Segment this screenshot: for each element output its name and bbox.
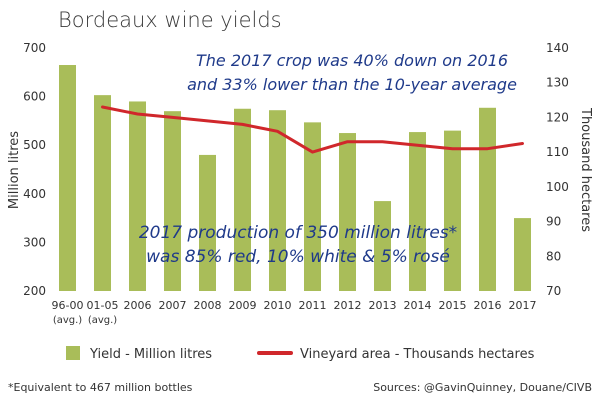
x-tick-sublabel: (avg.) [53, 315, 82, 326]
x-tick-label: 2009 [229, 299, 257, 312]
y-tick-label: 500 [23, 138, 46, 152]
annotation-crop-line2: and 33% lower than the 10-year average [187, 75, 517, 94]
x-tick-sublabel: (avg.) [88, 315, 117, 326]
bar [164, 111, 181, 292]
annotation-production-line1: 2017 production of 350 million litres* [139, 223, 457, 243]
y2-tick-label: 80 [546, 249, 561, 263]
legend-bar-label: Yield - Million litres [89, 347, 212, 362]
y-tick-label: 600 [23, 90, 46, 104]
bar [94, 95, 111, 291]
legend-bar-swatch [66, 346, 80, 360]
legend-line-label: Vineyard area - Thousands hectares [300, 347, 535, 362]
x-tick-label: 2013 [369, 299, 397, 312]
bar [339, 133, 356, 291]
x-axis-ticks: 96-00 (avg.) 01-05 (avg.) 2006 2007 2008 2009 20… [52, 299, 537, 326]
bar [199, 154, 216, 291]
bar-series [59, 65, 531, 292]
y2-tick-label: 100 [546, 180, 569, 194]
x-tick-label: 2006 [124, 299, 152, 312]
bar [514, 218, 531, 291]
y-tick-label: 300 [23, 235, 46, 249]
bar [444, 130, 461, 291]
bar [269, 110, 286, 291]
x-tick-label: 2014 [404, 299, 432, 312]
x-tick-label: 96-00 [52, 299, 84, 312]
x-tick-label: 2008 [194, 299, 222, 312]
y2-tick-label: 140 [546, 41, 569, 55]
x-tick-label: 2016 [474, 299, 502, 312]
y2-tick-label: 130 [546, 76, 569, 90]
y2-tick-label: 70 [546, 284, 561, 298]
bar [304, 122, 321, 291]
x-tick-label: 2012 [334, 299, 362, 312]
vineyard-area-line [101, 105, 524, 154]
annotation-production-line2: was 85% red, 10% white & 5% rosé [146, 247, 450, 267]
x-tick-label: 2010 [264, 299, 292, 312]
y-axis-ticks: 200 300 400 500 600 700 [23, 41, 46, 298]
x-tick-label: 01-05 [87, 299, 119, 312]
y-tick-label: 700 [23, 41, 46, 55]
y2-axis-title: Thousand hectares [578, 107, 593, 232]
sources: Sources: @GavinQuinney, Douane/CIVB [373, 381, 592, 394]
bar [409, 132, 426, 291]
chart-title: Bordeaux wine yields [58, 8, 282, 32]
x-tick-label: 2015 [439, 299, 467, 312]
y-tick-label: 400 [23, 187, 46, 201]
bar [234, 108, 251, 291]
y2-tick-label: 110 [546, 145, 569, 159]
y-tick-label: 200 [23, 284, 46, 298]
bar [129, 101, 146, 292]
bar [479, 107, 496, 291]
x-tick-label: 2011 [299, 299, 327, 312]
x-tick-label: 2007 [159, 299, 187, 312]
x-tick-label: 2017 [509, 299, 537, 312]
footnote: *Equivalent to 467 million bottles [8, 381, 193, 394]
bar [59, 65, 76, 291]
bar [374, 201, 391, 291]
y-axis-title: Million litres [7, 131, 22, 209]
y2-tick-label: 120 [546, 110, 569, 124]
y2-axis-ticks: 70 80 90 100 110 120 130 140 [546, 41, 569, 298]
legend-line-swatch [257, 351, 293, 355]
y2-tick-label: 90 [546, 215, 561, 229]
annotation-crop-line1: The 2017 crop was 40% down on 2016 [196, 51, 508, 70]
